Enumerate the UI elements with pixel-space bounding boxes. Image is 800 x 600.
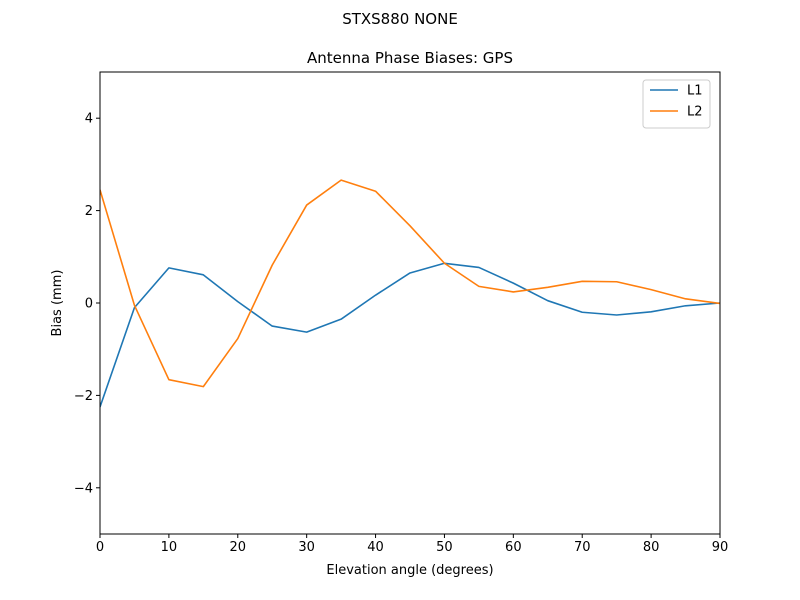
legend-label-l1: L1 [687,84,703,99]
y-tick-label: 0 [85,297,93,312]
x-tick-label: 70 [574,540,591,555]
x-tick-label: 60 [505,540,522,555]
chart-title: Antenna Phase Biases: GPS [307,49,513,67]
x-tick-label: 40 [367,540,384,555]
x-tick-label: 90 [712,540,729,555]
x-tick-label: 10 [161,540,178,555]
y-tick-label: 2 [85,204,93,219]
figure-suptitle: STXS880 NONE [342,10,458,28]
x-tick-label: 20 [230,540,247,555]
x-tick-label: 0 [96,540,104,555]
plot-area: 0 10 20 30 40 50 60 70 80 90 −4 −2 0 2 4 L1 L2 [74,71,729,555]
legend-label-l2: L2 [687,105,703,120]
x-tick-label: 30 [298,540,315,555]
x-axis-label: Elevation angle (degrees) [326,563,493,578]
y-tick-label: −4 [74,481,93,496]
y-tick-label: −2 [74,389,93,404]
y-tick-label: 4 [85,112,93,127]
y-axis-label: Bias (mm) [50,270,65,337]
series-line-l1 [100,262,720,408]
x-tick-label: 50 [436,540,453,555]
series-line-l2 [100,179,720,388]
x-tick-label: 80 [643,540,660,555]
legend-box [642,79,711,129]
axes-frame [99,71,721,535]
